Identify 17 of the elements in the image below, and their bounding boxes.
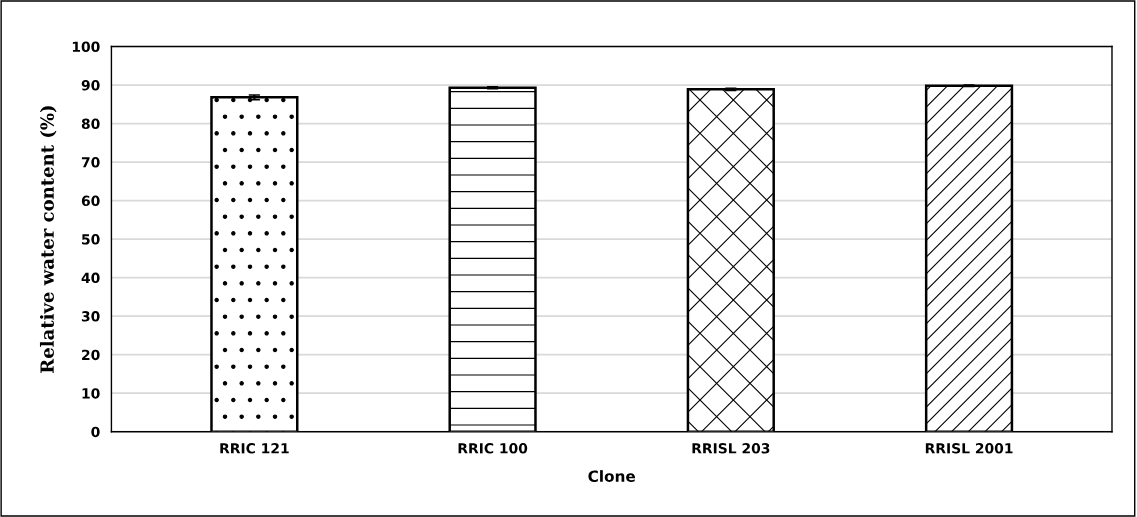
x-tick-label: RRIC 100 xyxy=(458,443,528,454)
x-axis-title: Clone xyxy=(588,470,636,482)
y-tick-label: 0 xyxy=(91,426,100,438)
y-tick-label: 20 xyxy=(82,349,100,361)
y-tick-label: 80 xyxy=(81,118,100,130)
y-axis-title: Relative water content (%) xyxy=(39,106,57,373)
x-tick-label: RRISL 203 xyxy=(692,443,770,454)
y-tick-label: 30 xyxy=(81,311,100,322)
y-tick-label: 50 xyxy=(82,234,100,245)
y-tick-label: 70 xyxy=(81,157,100,168)
y-tick-label: 60 xyxy=(81,195,100,207)
x-tick-label: RRISL 2001 xyxy=(925,443,1013,454)
y-tick-label: 10 xyxy=(82,388,100,399)
y-tick-label: 90 xyxy=(81,80,100,91)
x-tick-label: RRIC 121 xyxy=(220,443,289,454)
y-tick-label: 100 xyxy=(72,41,100,52)
y-tick-label: 40 xyxy=(81,272,100,284)
